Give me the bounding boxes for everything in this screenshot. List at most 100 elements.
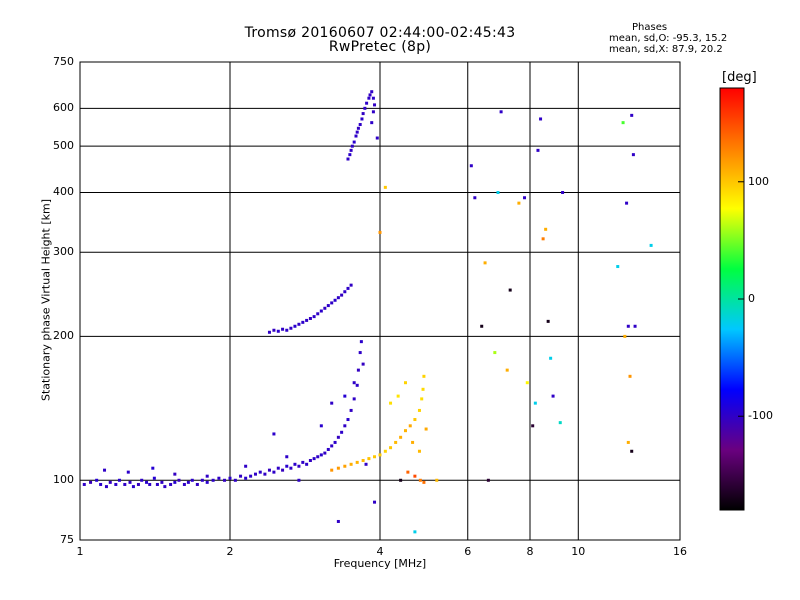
data-point xyxy=(312,315,316,319)
data-point xyxy=(217,476,221,480)
data-point xyxy=(272,432,276,436)
data-point xyxy=(541,237,545,241)
data-point xyxy=(413,418,417,422)
data-point xyxy=(355,460,359,464)
colorbar-ticks xyxy=(738,181,744,417)
data-point xyxy=(496,190,500,194)
data-point xyxy=(418,478,422,482)
data-point xyxy=(305,462,309,466)
data-point xyxy=(348,153,352,157)
y-axis-label: Stationary phase Virtual Height [km] xyxy=(39,198,53,402)
data-point xyxy=(343,464,347,468)
x-tick-label: 10 xyxy=(571,545,586,558)
data-point xyxy=(281,468,285,472)
data-point xyxy=(285,455,289,459)
data-point xyxy=(200,478,204,482)
stats-line-o: mean, sd,O: -95.3, 15.2 xyxy=(609,33,728,44)
data-point xyxy=(625,201,629,205)
data-point xyxy=(631,153,635,157)
data-point xyxy=(367,457,371,461)
data-point xyxy=(533,401,537,405)
data-point xyxy=(346,157,350,161)
x-tick-label: 8 xyxy=(526,545,534,558)
data-point xyxy=(633,324,637,328)
data-point xyxy=(536,148,540,152)
data-point xyxy=(352,381,356,385)
data-point xyxy=(621,121,625,125)
data-point xyxy=(136,482,140,486)
data-point xyxy=(499,110,503,114)
data-point xyxy=(223,478,227,482)
y-tick-label: 500 xyxy=(53,139,74,153)
data-point xyxy=(336,519,340,523)
data-point xyxy=(330,401,334,405)
data-point xyxy=(523,196,527,200)
data-point xyxy=(244,476,248,480)
data-point xyxy=(177,478,181,482)
x-tick-label: 2 xyxy=(226,545,234,558)
colorbar-label: [deg] xyxy=(722,70,757,85)
data-point xyxy=(408,424,412,428)
data-point xyxy=(173,480,177,484)
data-point xyxy=(367,96,371,100)
data-point xyxy=(330,468,334,472)
data-point xyxy=(190,478,194,482)
data-point xyxy=(626,324,630,328)
data-point xyxy=(359,340,363,344)
x-axis-label: Frequency [MHz] xyxy=(333,557,427,570)
data-point xyxy=(160,480,164,484)
data-point xyxy=(263,472,267,476)
data-point xyxy=(373,500,377,504)
data-point xyxy=(352,397,356,401)
data-point xyxy=(343,394,347,398)
data-point xyxy=(326,304,330,308)
data-point xyxy=(186,480,190,484)
data-point xyxy=(346,418,350,422)
data-point xyxy=(211,478,215,482)
data-point xyxy=(336,435,340,439)
data-point xyxy=(420,397,424,401)
data-point xyxy=(233,478,237,482)
data-point xyxy=(258,470,262,474)
data-point xyxy=(417,408,421,412)
data-point xyxy=(383,449,387,453)
data-point xyxy=(173,472,177,476)
data-point xyxy=(549,356,553,360)
data-point xyxy=(272,470,276,474)
data-point xyxy=(117,478,121,482)
data-point xyxy=(289,466,293,470)
data-point xyxy=(356,126,360,130)
chart-title: Tromsø 20160607 02:44:00-02:45:43 xyxy=(244,25,516,41)
data-point xyxy=(371,96,375,100)
data-point xyxy=(349,148,353,152)
data-point xyxy=(551,394,555,398)
data-point xyxy=(361,362,365,366)
data-point xyxy=(131,485,135,489)
y-tick-label: 750 xyxy=(53,55,74,68)
data-point xyxy=(128,480,132,484)
data-point xyxy=(89,480,93,484)
data-point xyxy=(205,474,209,478)
data-point xyxy=(140,478,144,482)
data-point xyxy=(360,117,364,121)
data-point xyxy=(297,464,301,468)
x-tick-label: 6 xyxy=(464,545,472,558)
data-point xyxy=(301,320,305,324)
data-point xyxy=(396,394,400,398)
data-point xyxy=(616,265,620,269)
data-point xyxy=(422,374,426,378)
y-tick-label: 400 xyxy=(53,185,74,199)
data-point xyxy=(399,478,403,482)
data-point xyxy=(333,298,337,302)
data-point xyxy=(378,230,382,234)
data-point xyxy=(312,457,316,461)
data-point xyxy=(293,462,297,466)
data-point xyxy=(349,283,353,287)
data-point xyxy=(394,440,398,444)
plot-frame xyxy=(79,61,681,541)
data-point xyxy=(508,288,512,292)
data-point xyxy=(330,444,334,448)
data-point xyxy=(356,368,360,372)
data-point xyxy=(308,458,312,462)
data-point xyxy=(486,478,490,482)
